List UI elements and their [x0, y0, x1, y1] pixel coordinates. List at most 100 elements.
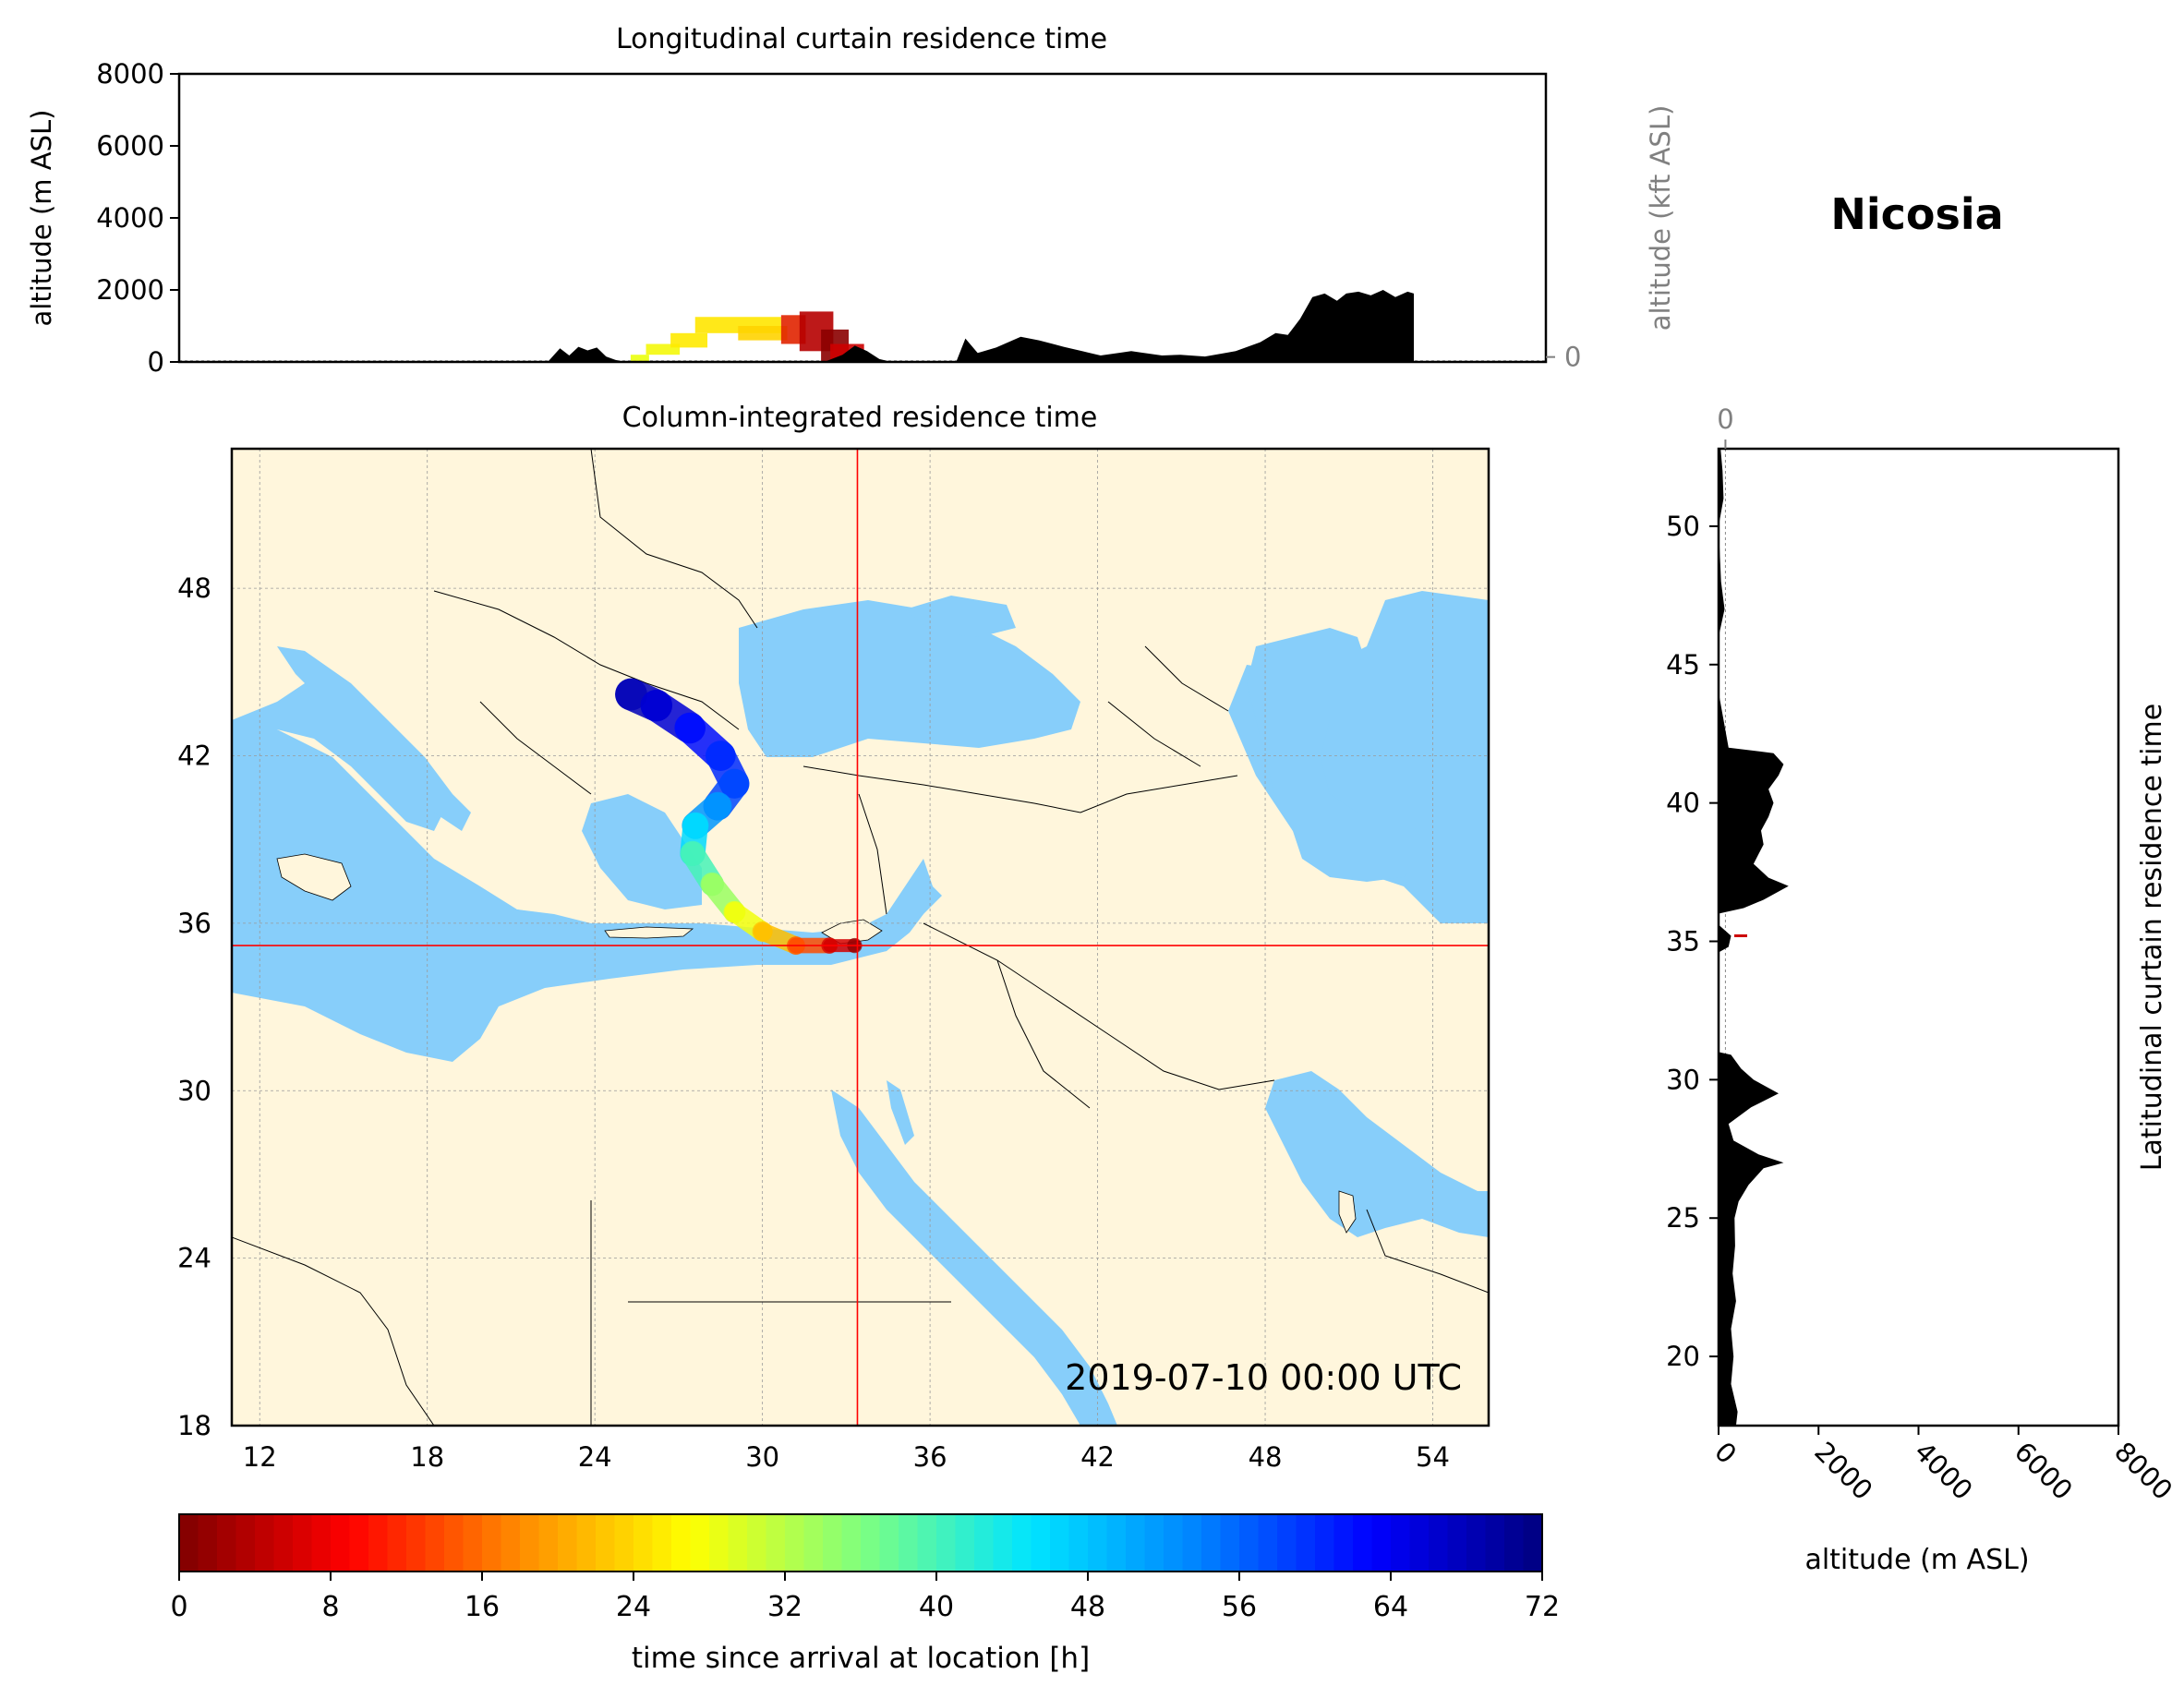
colorbar: 0 8 16 24 32 40 48 56 64 72 time since arrival at… [170, 1513, 1560, 1675]
residence-cell [646, 343, 681, 355]
sea-area [232, 674, 443, 831]
longitudinal-ylabel-right: altitude (kft ASL) [1645, 105, 1676, 331]
latitudinal-ytick-label: 20 [1666, 1341, 1700, 1372]
longitudinal-residence [630, 311, 864, 362]
colorbar-segment [501, 1514, 521, 1572]
plume-point [719, 768, 750, 799]
latitudinal-xticks: 0 2000 4000 6000 8000 [1708, 1426, 2178, 1506]
map-xtick-label: 42 [1080, 1441, 1115, 1473]
colorbar-segment [444, 1514, 465, 1572]
latitudinal-xtick-top-label: 0 [1717, 403, 1733, 435]
colorbar-segment [955, 1514, 975, 1572]
colorbar-segment [1050, 1514, 1070, 1572]
colorbar-segment [614, 1514, 634, 1572]
colorbar-segment [368, 1514, 389, 1572]
plume-point [615, 678, 647, 711]
plume-point [752, 921, 773, 943]
colorbar-segment [841, 1514, 862, 1572]
latitudinal-terrain [1719, 449, 1789, 1426]
latitudinal-xtick-label: 2000 [1808, 1436, 1878, 1506]
crosshair [232, 449, 1489, 1426]
border-line [802, 765, 1238, 813]
colorbar-tick-label: 16 [465, 1591, 500, 1623]
colorbar-segment [1201, 1514, 1222, 1572]
colorbar-segment [273, 1514, 294, 1572]
colorbar-segment [1088, 1514, 1108, 1572]
colorbar-tick-label: 8 [321, 1591, 339, 1623]
border-line [1144, 645, 1229, 712]
colorbar-segment [1353, 1514, 1373, 1572]
colorbar-segment [747, 1514, 767, 1572]
latitudinal-ytick-label: 45 [1666, 649, 1700, 680]
colorbar-segment [1012, 1514, 1032, 1572]
colorbar-segment [1466, 1514, 1487, 1572]
plume-point [723, 900, 746, 923]
residence-cell [738, 326, 788, 341]
border-line [590, 449, 758, 629]
colorbar-segment [1333, 1514, 1354, 1572]
colorbar-segment [1164, 1514, 1184, 1572]
plume-point [704, 791, 732, 821]
residence-cell [670, 332, 708, 348]
colorbar-segment [1239, 1514, 1260, 1572]
colorbar-segment [1523, 1514, 1543, 1572]
sea-area [1247, 628, 1422, 882]
map-xtick-label: 30 [745, 1441, 779, 1473]
map-xtick-label: 18 [410, 1441, 444, 1473]
longitudinal-ylabel: altitude (m ASL) [26, 110, 57, 327]
map-ytick-label: 24 [177, 1243, 211, 1274]
colorbar-segment [917, 1514, 937, 1572]
latitudinal-residence-mark [1734, 934, 1747, 937]
longitudinal-ytick-label: 0 [148, 346, 164, 378]
colorbar-tick-label: 64 [1373, 1591, 1408, 1623]
longitudinal-ytick-label: 2000 [96, 274, 164, 306]
colorbar-segment [671, 1514, 692, 1572]
colorbar-segment [899, 1514, 919, 1572]
colorbar-segment [709, 1514, 730, 1572]
colorbar-segment [235, 1514, 256, 1572]
colorbar-tick-label: 32 [767, 1591, 802, 1623]
colorbar-segment [936, 1514, 957, 1572]
colorbar-segment [463, 1514, 483, 1572]
colorbar-segment [1258, 1514, 1278, 1572]
colorbar-segment [879, 1514, 899, 1572]
colorbar-segment [803, 1514, 824, 1572]
plume-point [705, 741, 736, 771]
colorbar-segment [974, 1514, 995, 1572]
sea-area [277, 646, 471, 831]
colorbar-segment [538, 1514, 559, 1572]
map-frame [230, 447, 1490, 1427]
map-ytick-label: 30 [177, 1075, 211, 1106]
colorbar-segment [1429, 1514, 1449, 1572]
colorbar-segment [785, 1514, 805, 1572]
colorbar-segment [331, 1514, 351, 1572]
map-land [232, 449, 1489, 1426]
latitudinal-title: Latitudinal curtain residence time [2136, 704, 2168, 1171]
border-line [1366, 1209, 1489, 1294]
sea-area [232, 711, 277, 762]
border-line [858, 793, 887, 915]
colorbar-segment [576, 1514, 597, 1572]
colorbar-segment [1031, 1514, 1051, 1572]
sea-area [582, 794, 702, 909]
sea-area [232, 729, 933, 1062]
colorbar-segment [690, 1514, 710, 1572]
sea-area [905, 596, 1016, 637]
longitudinal-ytick-label: 4000 [96, 202, 164, 234]
sea-area [831, 1090, 1117, 1426]
map-xtick-label: 36 [913, 1441, 947, 1473]
map-ytick-label: 36 [177, 908, 211, 939]
map-xtick-label: 54 [1416, 1441, 1450, 1473]
map-title: Column-integrated residence time [622, 402, 1098, 434]
colorbar-segment [406, 1514, 427, 1572]
map-xticks: 12 18 24 30 36 42 48 54 [243, 1441, 1450, 1473]
longitudinal-ytick-label: 6000 [96, 130, 164, 162]
latitudinal-ytick-label: 35 [1666, 925, 1700, 957]
colorbar-segments [179, 1514, 1543, 1572]
colorbar-segment [861, 1514, 881, 1572]
border-line [232, 1236, 435, 1426]
colorbar-segment [633, 1514, 654, 1572]
island [604, 926, 694, 939]
colorbar-tick-label: 40 [919, 1591, 954, 1623]
